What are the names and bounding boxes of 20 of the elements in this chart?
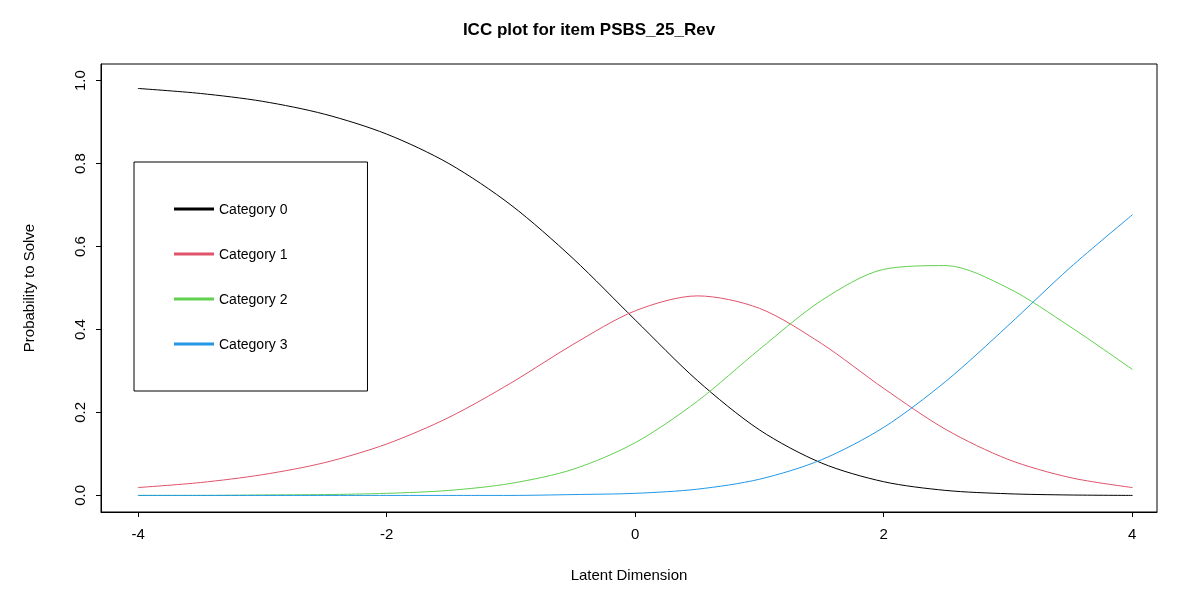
y-tick-label: 0.8 bbox=[71, 153, 88, 174]
x-axis-title: Latent Dimension bbox=[570, 566, 688, 583]
y-tick-label: 1.0 bbox=[71, 70, 88, 92]
x-tick-label: 4 bbox=[1127, 525, 1137, 542]
line-series bbox=[137, 87, 1133, 496]
chart-title: ICC plot for item PSBS_25_Rev bbox=[462, 20, 716, 39]
legend-label: Category 3 bbox=[219, 336, 288, 352]
x-tick-label: 2 bbox=[879, 525, 888, 542]
y-tick-label: 0.2 bbox=[71, 402, 88, 423]
y-tick-label: 0.4 bbox=[71, 319, 88, 340]
y-axis-title: Probability to Solve bbox=[20, 223, 37, 353]
x-tick-label: -4 bbox=[131, 525, 145, 542]
legend-label: Category 0 bbox=[219, 201, 288, 217]
x-tick-label: 0 bbox=[631, 525, 640, 542]
x-tick-label: -2 bbox=[380, 525, 394, 542]
line-series bbox=[137, 295, 1133, 489]
y-tick-label: 0.0 bbox=[71, 484, 88, 506]
legend-label: Category 2 bbox=[219, 291, 288, 307]
y-tick-label: 0.6 bbox=[71, 236, 88, 257]
legend-label: Category 1 bbox=[219, 246, 288, 262]
